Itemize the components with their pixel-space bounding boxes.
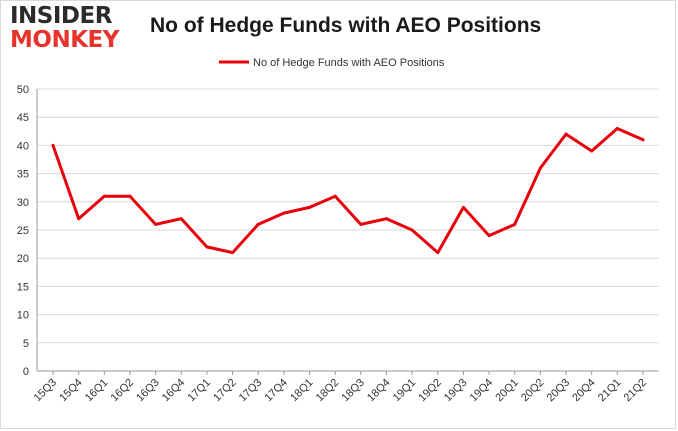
data-point: [231, 251, 235, 255]
y-tick-label: 10: [17, 310, 29, 322]
data-point: [179, 217, 183, 221]
legend: No of Hedge Funds with AEO Positions: [219, 57, 445, 69]
y-tick-label: 45: [17, 112, 29, 124]
x-tick-label: 20Q1: [493, 377, 521, 405]
data-point: [308, 205, 312, 209]
x-tick-label: 20Q4: [570, 377, 598, 405]
x-tick-label: 15Q3: [32, 377, 60, 405]
data-point: [461, 205, 465, 209]
x-tick-label: 21Q2: [622, 377, 650, 405]
x-tick-label: 17Q3: [237, 377, 265, 405]
x-tick-label: 16Q4: [160, 377, 188, 405]
x-tick-label: 21Q1: [596, 377, 624, 405]
x-tick-label: 17Q2: [211, 377, 239, 405]
x-tick-label: 16Q1: [83, 377, 111, 405]
data-point: [77, 217, 81, 221]
y-tick-label: 25: [17, 225, 29, 237]
data-point: [487, 234, 491, 238]
x-tick-label: 20Q2: [519, 377, 547, 405]
x-tick-label: 18Q3: [339, 377, 367, 405]
x-tick-label: 20Q3: [545, 377, 573, 405]
x-tick-label: 16Q2: [109, 377, 137, 405]
y-tick-label: 0: [23, 366, 29, 378]
data-point: [410, 228, 414, 232]
axes: [36, 89, 659, 372]
x-tick-label: 18Q2: [314, 377, 342, 405]
data-point: [615, 126, 619, 130]
data-point: [359, 222, 363, 226]
logo-line-1: INSIDER: [10, 3, 112, 29]
data-point: [538, 166, 542, 170]
data-point: [333, 194, 337, 198]
data-point: [51, 143, 55, 147]
legend-label: No of Hedge Funds with AEO Positions: [253, 57, 445, 69]
data-point: [154, 222, 158, 226]
insider-monkey-logo: INSIDER MONKEY: [10, 4, 128, 56]
chart-title: No of Hedge Funds with AEO Positions: [150, 14, 542, 37]
x-tick-label: 19Q4: [468, 377, 496, 405]
x-tick-label: 17Q4: [262, 377, 290, 405]
data-point: [436, 251, 440, 255]
y-tick-label: 40: [17, 140, 29, 152]
data-point: [384, 217, 388, 221]
x-tick-label: 18Q4: [365, 377, 393, 405]
x-tick-label: 19Q3: [442, 377, 470, 405]
x-tick-label: 15Q4: [57, 377, 85, 405]
x-tick-label: 19Q2: [416, 377, 444, 405]
y-tick-label: 35: [17, 169, 29, 181]
y-tick-label: 30: [17, 197, 29, 209]
x-axis-ticks: 15Q315Q416Q116Q216Q316Q417Q117Q217Q317Q4…: [32, 371, 650, 405]
data-point: [256, 222, 260, 226]
x-tick-label: 19Q1: [391, 377, 419, 405]
x-tick-label: 18Q1: [288, 377, 316, 405]
data-point: [513, 222, 517, 226]
y-tick-label: 50: [17, 84, 29, 96]
data-point: [641, 138, 645, 142]
grid-lines: [37, 88, 659, 372]
y-tick-label: 15: [17, 281, 29, 293]
data-point: [128, 194, 132, 198]
data-point: [564, 132, 568, 136]
x-tick-label: 17Q1: [186, 377, 214, 405]
y-tick-label: 5: [23, 338, 29, 350]
data-point: [590, 149, 594, 153]
y-axis-ticks: 0 5 10 15 20 25 30 35 40 45 50: [17, 84, 29, 378]
data-point: [282, 211, 286, 215]
y-tick-label: 20: [17, 253, 29, 265]
series-line: [51, 127, 645, 255]
series-group: [51, 126, 645, 255]
data-point: [205, 245, 209, 249]
data-point: [102, 194, 106, 198]
x-tick-label: 16Q3: [134, 377, 162, 405]
logo-line-2: MONKEY: [10, 27, 119, 53]
